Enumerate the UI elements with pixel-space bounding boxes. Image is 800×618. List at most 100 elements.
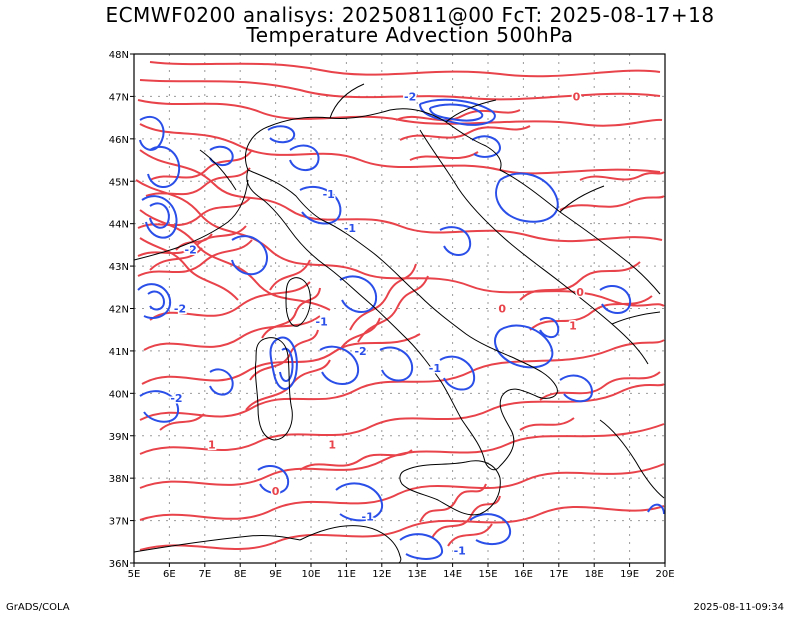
y-tick-label: 36N	[109, 559, 129, 570]
contour	[149, 149, 253, 181]
contour-label: 1	[208, 438, 216, 451]
contour	[149, 61, 661, 78]
contour	[335, 482, 384, 522]
contour	[419, 98, 496, 126]
contour	[139, 79, 661, 101]
contour	[357, 275, 429, 343]
contour	[599, 285, 632, 314]
contour	[143, 315, 321, 351]
contour	[395, 109, 521, 122]
x-tick-label: 14E	[443, 569, 462, 580]
contour	[137, 283, 172, 319]
contour	[339, 275, 378, 313]
contour	[145, 167, 251, 197]
contour	[149, 202, 170, 229]
x-tick-label: 17E	[549, 569, 568, 580]
contour	[349, 263, 417, 331]
x-tick-label: 18E	[585, 569, 604, 580]
x-tick-label: 20E	[655, 569, 674, 580]
balkan-coast	[499, 169, 661, 295]
contour	[139, 423, 665, 489]
negative-contours	[137, 98, 665, 560]
contour	[559, 195, 665, 211]
contour-label: -2	[185, 243, 197, 256]
contour	[539, 316, 560, 338]
coastlines	[134, 83, 665, 563]
y-tick-label: 45N	[109, 177, 129, 188]
contour	[269, 336, 298, 390]
y-tick-label: 40N	[109, 389, 129, 400]
contour	[494, 324, 554, 369]
contour-label: -1	[429, 362, 441, 375]
x-tick-label: 15E	[478, 569, 497, 580]
contour	[159, 413, 205, 431]
contour	[147, 146, 181, 188]
contour	[139, 383, 665, 455]
contour	[647, 503, 665, 515]
contour	[419, 483, 487, 523]
y-tick-label: 42N	[109, 305, 129, 316]
contour-label: 0	[272, 485, 280, 498]
axis-ticks: 5E 6E 7E 8E 9E 10E 11E 12E 13E 14E 15E 16E 17E 18E 19E…	[109, 50, 675, 580]
contour	[139, 123, 661, 175]
x-tick-label: 11E	[337, 569, 356, 580]
contour	[471, 135, 501, 158]
contour	[519, 417, 575, 431]
contour	[279, 347, 294, 382]
contour	[399, 533, 443, 560]
contour	[399, 125, 531, 141]
contour-label: 1	[569, 320, 577, 333]
contour	[209, 368, 234, 396]
contour	[137, 225, 247, 257]
x-tick-label: 19E	[620, 569, 639, 580]
greece-coast	[599, 419, 665, 499]
contour	[339, 317, 381, 351]
contour-label: -1	[344, 222, 356, 235]
sardinia	[254, 337, 293, 441]
contour-label: -2	[174, 303, 186, 316]
northern-border	[245, 108, 502, 171]
y-tick-label: 48N	[109, 50, 129, 61]
contour-label: -1	[362, 511, 374, 524]
y-tick-label: 44N	[109, 220, 129, 231]
contour	[257, 465, 290, 494]
contour-label: 0	[573, 91, 581, 104]
x-tick-label: 5E	[128, 569, 141, 580]
contour	[379, 346, 414, 382]
contour	[139, 237, 239, 301]
contour	[529, 295, 653, 331]
italy-peninsula	[246, 169, 558, 471]
x-tick-label: 8E	[234, 569, 247, 580]
x-tick-label: 7E	[198, 569, 211, 580]
x-tick-label: 10E	[301, 569, 320, 580]
footer-credit: GrADS/COLA	[6, 602, 70, 613]
contour	[139, 115, 165, 151]
contour	[539, 371, 661, 401]
y-tick-label: 43N	[109, 262, 129, 273]
contour	[147, 290, 165, 311]
contour	[139, 149, 663, 243]
x-tick-label: 9E	[269, 569, 282, 580]
y-tick-label: 46N	[109, 135, 129, 146]
corsica	[285, 277, 311, 327]
tunisia-coast	[299, 525, 402, 563]
contour	[139, 339, 665, 421]
contour	[559, 374, 593, 403]
x-tick-label: 6E	[163, 569, 176, 580]
algeria-coast	[134, 535, 301, 553]
contour	[319, 345, 360, 385]
contour	[137, 239, 253, 277]
chart-subtitle: Temperature Advection 500hPa	[246, 23, 574, 47]
contour-label: -2	[404, 91, 416, 104]
contour	[139, 463, 665, 521]
contour	[447, 523, 493, 547]
contour-label: 0	[498, 303, 506, 316]
contour	[267, 125, 296, 144]
contour-label: -2	[354, 345, 366, 358]
contour	[139, 390, 180, 423]
contour	[137, 197, 251, 229]
contour	[135, 179, 665, 307]
chart-title: ECMWF0200 analisys: 20250811@00 FcT: 202…	[105, 3, 715, 27]
contour	[149, 247, 203, 271]
